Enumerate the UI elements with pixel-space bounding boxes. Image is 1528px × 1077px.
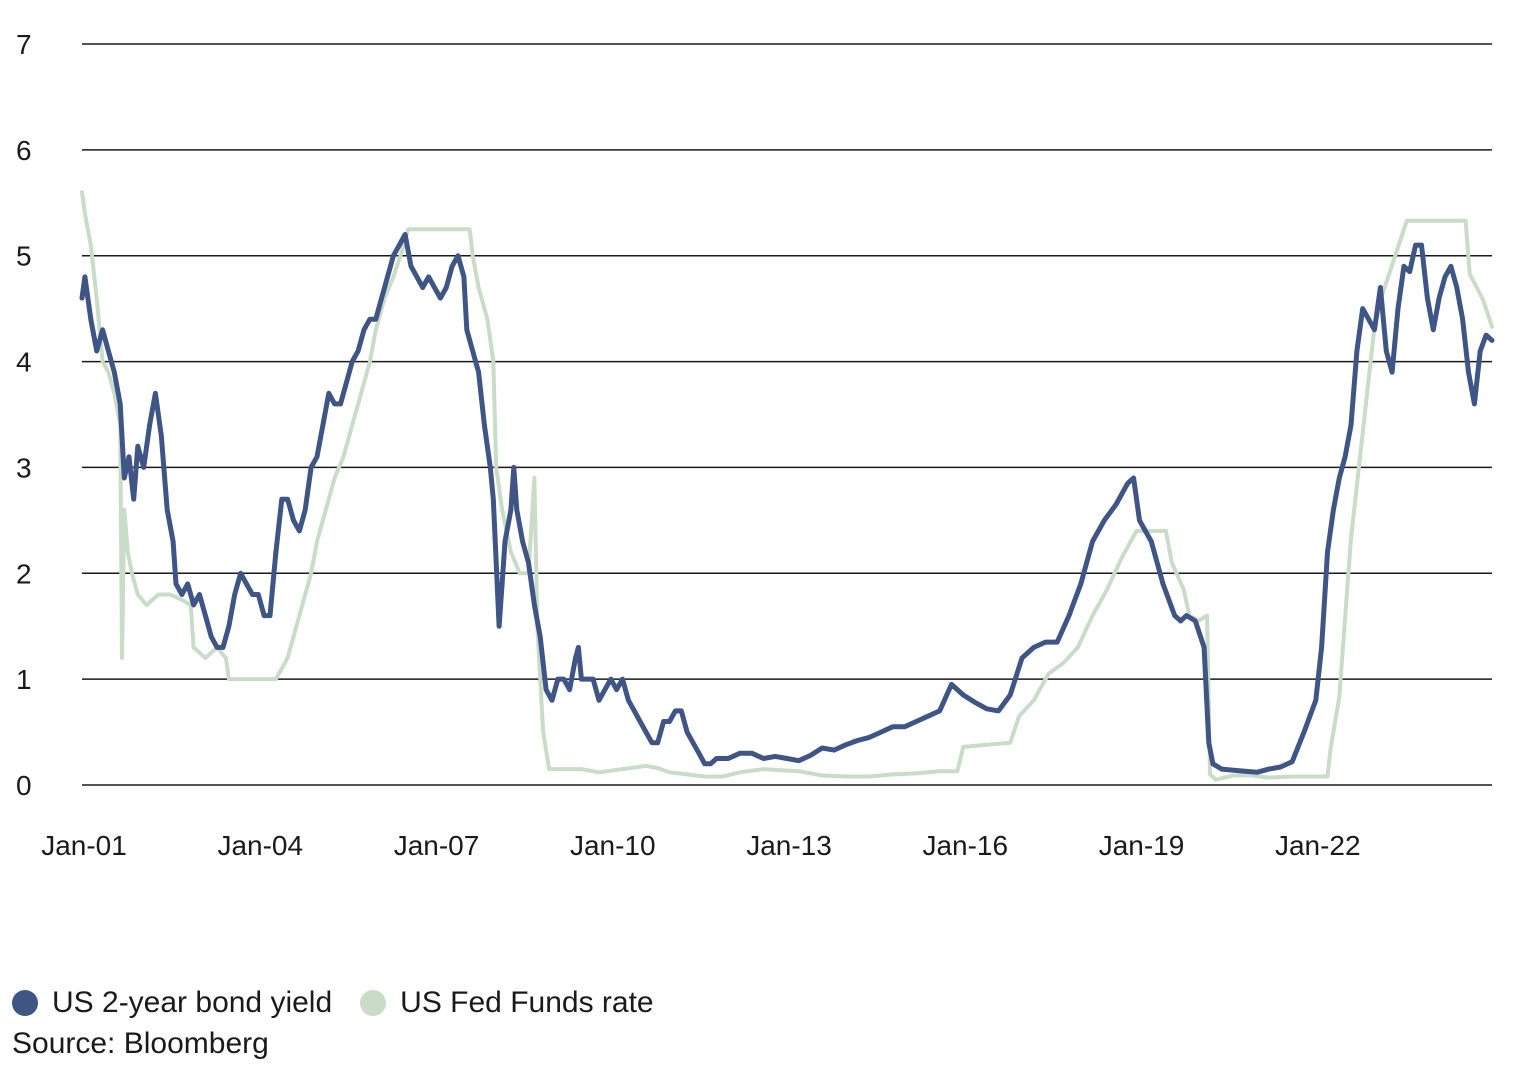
- y-tick-label: 3: [16, 452, 32, 483]
- x-tick-label: Jan-13: [746, 830, 832, 861]
- legend: US 2-year bond yield US Fed Funds rate: [12, 985, 682, 1021]
- legend-item-fed-funds: US Fed Funds rate: [360, 985, 654, 1021]
- x-tick-label: Jan-22: [1275, 830, 1361, 861]
- x-tick-label: Jan-10: [570, 830, 656, 861]
- series-lines: [79, 190, 1495, 782]
- gridlines: [82, 43, 1492, 786]
- y-tick-label: 7: [16, 29, 32, 60]
- x-tick-label: Jan-04: [217, 830, 303, 861]
- source-note: Source: Bloomberg: [12, 1027, 269, 1060]
- legend-label-2yr-yield: US 2-year bond yield: [52, 986, 333, 1019]
- x-axis-ticks: Jan-01 Jan-04 Jan-07 Jan-10 Jan-13 Jan-16 Jan-…: [41, 830, 1360, 861]
- y-tick-label: 4: [16, 347, 32, 378]
- x-tick-label: Jan-07: [394, 830, 480, 861]
- x-tick-label: Jan-19: [1099, 830, 1185, 861]
- y-tick-label: 0: [16, 770, 32, 801]
- y-tick-label: 5: [16, 241, 32, 272]
- y-tick-label: 1: [16, 664, 32, 695]
- legend-marker-2yr-yield: [12, 990, 38, 1016]
- x-tick-label: Jan-16: [922, 830, 1008, 861]
- y-axis-ticks: 0 1 2 3 4 5 6 7: [16, 29, 32, 801]
- x-tick-label: Jan-01: [41, 830, 127, 861]
- series-line-fed-funds: [80, 190, 1494, 782]
- y-tick-label: 6: [16, 135, 32, 166]
- legend-label-fed-funds: US Fed Funds rate: [400, 986, 654, 1019]
- series-line-2yr-yield: [79, 232, 1495, 775]
- legend-item-2yr-yield: US 2-year bond yield: [12, 985, 332, 1021]
- legend-marker-fed-funds: [360, 990, 387, 1016]
- y-tick-label: 2: [16, 558, 32, 589]
